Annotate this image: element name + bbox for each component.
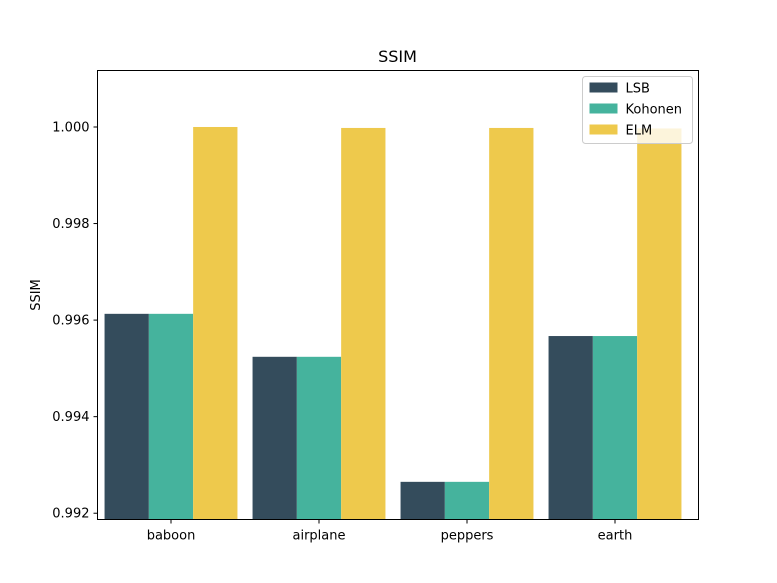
bar-kohonen-peppers (444, 481, 490, 520)
bar-lsb-baboon (104, 313, 149, 520)
bar-kohonen-baboon (148, 313, 194, 520)
x-tick-label: peppers (441, 529, 494, 544)
bar-elm-baboon (193, 126, 238, 520)
legend-swatch-lsb (589, 82, 618, 93)
bar-elm-peppers (489, 127, 534, 520)
y-tick-label: 1.000 (52, 120, 89, 135)
y-tick-label: 0.996 (52, 314, 89, 329)
bar-elm-earth (637, 128, 682, 520)
legend-label-lsb: LSB (626, 82, 650, 97)
y-axis-label: SSIM (29, 279, 44, 311)
plot-frame (97, 70, 699, 520)
bars-group (104, 126, 682, 520)
chart-title: SSIM (378, 47, 417, 66)
x-tick-label: airplane (293, 529, 346, 544)
legend-label-elm: ELM (626, 124, 653, 139)
y-axis: 0.992 0.994 0.996 0.998 1.000 (52, 120, 98, 522)
bar-lsb-airplane (252, 356, 297, 520)
legend-label-kohonen: Kohonen (626, 103, 683, 118)
bar-kohonen-airplane (296, 356, 342, 520)
legend: LSB Kohonen ELM (582, 76, 693, 144)
legend-swatch-elm (589, 124, 618, 135)
bar-kohonen-earth (592, 336, 638, 520)
bar-lsb-peppers (400, 481, 445, 520)
bar-elm-airplane (341, 127, 386, 520)
y-tick-label: 0.992 (52, 507, 89, 522)
x-tick-label: earth (598, 529, 633, 544)
x-tick-label: baboon (147, 529, 196, 544)
legend-swatch-kohonen (589, 103, 618, 114)
bar-lsb-earth (548, 336, 593, 520)
x-axis: baboon airplane peppers earth (147, 519, 633, 544)
y-tick-label: 0.994 (52, 410, 89, 425)
y-tick-label: 0.998 (52, 217, 89, 232)
